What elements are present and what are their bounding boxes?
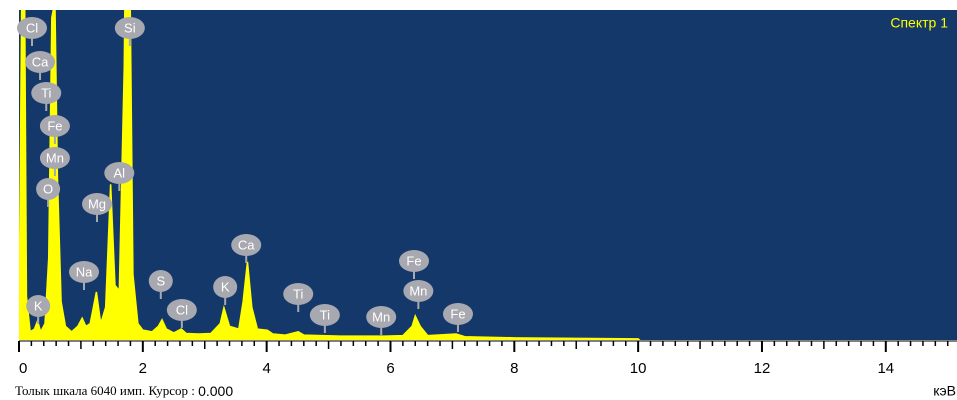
peak-label-badge bbox=[25, 51, 56, 73]
peak-label-badge bbox=[39, 115, 70, 137]
peak-label-badge bbox=[114, 17, 145, 39]
peak-label-badge bbox=[82, 193, 113, 215]
peak-label: O bbox=[43, 181, 53, 196]
peak-label-badge bbox=[213, 276, 238, 298]
peak-label-badge bbox=[366, 306, 397, 328]
peak-label: Mg bbox=[88, 196, 106, 211]
peak-label-badge bbox=[403, 280, 434, 302]
peak-label-badge bbox=[283, 283, 314, 305]
full-scale: 6040 bbox=[91, 383, 117, 398]
cursor-value: 0.000 bbox=[198, 383, 233, 399]
peak-label-badge bbox=[17, 17, 48, 39]
peak-label-badge bbox=[399, 250, 430, 272]
peak-label: Fe bbox=[406, 253, 421, 268]
x-tick-label: 14 bbox=[877, 360, 894, 377]
peak-label-badge bbox=[148, 270, 173, 292]
status-bar: Толык шкала 6040 имп. Курсор : 0.000 bbox=[15, 383, 233, 399]
peak-label: Mn bbox=[372, 309, 390, 324]
peak-label: Ca bbox=[238, 237, 255, 252]
peak-label-badge bbox=[231, 234, 262, 256]
peak-label-badge bbox=[166, 299, 197, 321]
peak-label: S bbox=[156, 273, 165, 288]
x-tick-label: 0 bbox=[19, 360, 27, 377]
peak-label: Fe bbox=[450, 306, 465, 321]
x-tick-label: 10 bbox=[630, 360, 647, 377]
full-scale-unit: имп. bbox=[120, 383, 145, 398]
peak-label-badge bbox=[26, 295, 51, 317]
peak-label: Fe bbox=[47, 118, 62, 133]
plot-marks bbox=[19, 10, 641, 340]
x-tick-label: 8 bbox=[510, 360, 518, 377]
peak-label: Ti bbox=[41, 85, 51, 100]
peak-label: Cl bbox=[26, 20, 38, 35]
x-tick-label: 6 bbox=[386, 360, 394, 377]
peak-label-badge bbox=[104, 162, 135, 184]
peak-label-badge bbox=[442, 303, 473, 325]
full-scale-label: Толык шкала bbox=[15, 383, 88, 398]
peak-label: Ti bbox=[320, 307, 330, 322]
peak-label: Ti bbox=[293, 286, 303, 301]
peak-label: Si bbox=[124, 20, 136, 35]
peak-label: Na bbox=[76, 264, 93, 279]
x-tick-label: 4 bbox=[262, 360, 270, 377]
x-tick-label: 2 bbox=[139, 360, 147, 377]
plot-background bbox=[19, 10, 957, 340]
x-tick-label: 12 bbox=[754, 360, 771, 377]
peak-label: K bbox=[221, 279, 230, 294]
peak-label: Mn bbox=[409, 283, 427, 298]
x-unit: кэВ bbox=[933, 383, 956, 399]
peak-label-badge bbox=[39, 147, 70, 169]
peak-label-badge bbox=[36, 178, 61, 200]
spectrum-title: Спектр 1 bbox=[890, 15, 948, 31]
cursor-label: Курсор : bbox=[149, 383, 195, 398]
spectrum-area bbox=[19, 10, 641, 340]
peak-label: Cl bbox=[176, 302, 188, 317]
peak-label-badge bbox=[309, 304, 340, 326]
peak-label: Ca bbox=[32, 54, 49, 69]
peak-label-badge bbox=[69, 261, 100, 283]
peak-labels: Cl Ca Ti Fe Mn O K Si Al Mg Na S Cl K Ca Ti Ti Mn Fe Mn Fe bbox=[17, 17, 473, 335]
peak-label-badge bbox=[31, 82, 62, 104]
peak-label: K bbox=[34, 298, 43, 313]
peak-label: Al bbox=[114, 165, 126, 180]
peak-label: Mn bbox=[46, 150, 64, 165]
